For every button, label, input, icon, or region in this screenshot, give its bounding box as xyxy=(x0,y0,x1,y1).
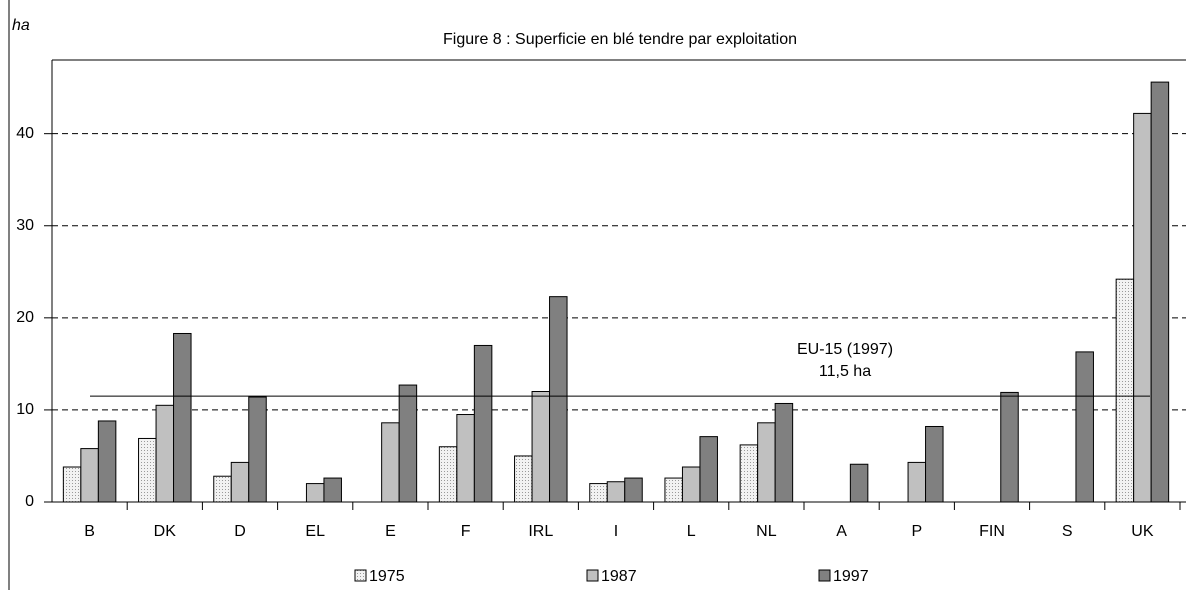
bar xyxy=(699,436,718,503)
y-tick-label: 20 xyxy=(16,309,34,326)
x-tick-label: UK xyxy=(1131,523,1154,540)
x-tick-label: FIN xyxy=(979,523,1005,540)
bar xyxy=(1000,391,1019,503)
bar xyxy=(213,475,232,503)
bar xyxy=(774,402,794,503)
y-tick-label: 40 xyxy=(16,125,34,142)
bar xyxy=(323,477,342,503)
bar xyxy=(739,444,759,503)
bar xyxy=(173,332,192,503)
bar xyxy=(606,481,626,503)
x-tick-label: A xyxy=(836,523,847,540)
legend-label: 1975 xyxy=(369,568,405,585)
bar xyxy=(589,483,608,503)
x-tick-label: B xyxy=(84,523,95,540)
x-tick-label: S xyxy=(1062,523,1073,540)
chart-title: Figure 8 : Superficie en blé tendre par … xyxy=(443,31,797,48)
x-tick-label: E xyxy=(385,523,396,540)
bar xyxy=(664,477,683,503)
bar xyxy=(230,461,250,503)
bar xyxy=(1150,81,1170,503)
x-tick-label: DK xyxy=(154,523,177,540)
bar xyxy=(1075,351,1094,503)
bar xyxy=(1133,112,1152,503)
bar xyxy=(381,422,400,503)
bar xyxy=(1115,278,1135,503)
bar xyxy=(514,455,533,503)
bar xyxy=(305,483,325,503)
x-tick-label: EL xyxy=(305,523,325,540)
x-tick-label: F xyxy=(461,523,471,540)
bar xyxy=(398,384,418,503)
bar xyxy=(62,466,82,503)
legend-swatch xyxy=(818,569,831,582)
bar xyxy=(248,396,267,503)
bar xyxy=(80,448,99,503)
x-tick-label: P xyxy=(911,523,922,540)
y-axis-label: ha xyxy=(12,17,30,34)
bar xyxy=(97,420,117,503)
legend-swatch xyxy=(586,569,599,582)
legend-swatch xyxy=(354,569,367,582)
x-tick-label: IRL xyxy=(528,523,553,540)
bar xyxy=(624,477,643,503)
bar xyxy=(531,391,551,503)
bar xyxy=(849,463,869,503)
bar xyxy=(681,466,701,503)
bar xyxy=(757,422,776,503)
y-tick-label: 30 xyxy=(16,217,34,234)
bar xyxy=(925,425,944,503)
bar xyxy=(155,404,175,503)
bar xyxy=(473,344,493,503)
x-tick-label: NL xyxy=(756,523,777,540)
x-tick-label: I xyxy=(614,523,618,540)
bar xyxy=(456,414,475,503)
y-tick-label: 10 xyxy=(16,401,34,418)
bar xyxy=(549,296,568,503)
legend-label: 1987 xyxy=(601,568,637,585)
legend-label: 1997 xyxy=(833,568,869,585)
y-tick-label: 0 xyxy=(25,493,34,510)
reference-value-label: 11,5 ha xyxy=(819,363,871,380)
x-tick-label: D xyxy=(234,523,246,540)
bar xyxy=(907,461,927,503)
x-tick-label: L xyxy=(687,523,696,540)
reference-label: EU-15 (1997) xyxy=(797,341,893,358)
bar xyxy=(438,446,458,503)
bar xyxy=(138,437,157,503)
